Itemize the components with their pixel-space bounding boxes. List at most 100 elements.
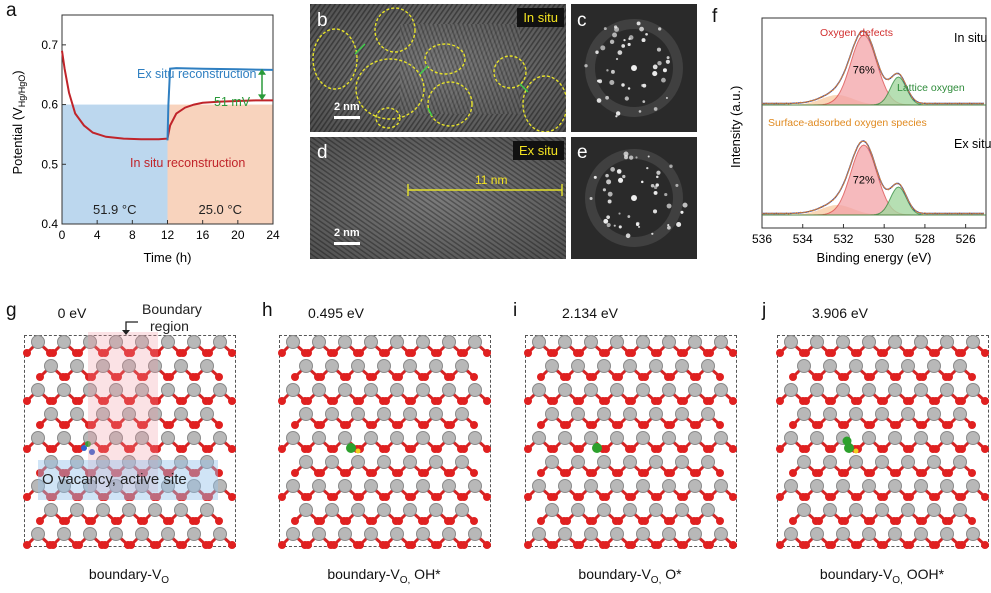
panel-label-b: b [317,10,328,31]
oxygen-atom [537,469,545,477]
x-tick-label: 24 [266,228,280,242]
metal-atom [532,431,546,445]
oxygen-atom [815,469,823,477]
oxygen-atom [127,349,135,357]
oxygen-atom [179,349,187,357]
structure-lattice [776,335,989,549]
ex-situ-annotation: Ex situ reconstruction [137,67,257,81]
oxygen-atom [356,541,364,549]
oxygen-atom [447,469,455,477]
metal-atom [468,431,482,445]
metal-atom [810,431,824,445]
lattice-oxygen-peak [762,186,986,216]
oxygen-atom [49,541,57,549]
fft-spot [624,96,629,101]
metal-atom [109,383,123,397]
oxygen-atom [563,373,571,381]
oxygen-atom [215,517,223,525]
oxygen-atom [153,445,161,453]
x-tick-label: 0 [59,228,66,242]
x-tick-label: 16 [196,228,210,242]
metal-atom [532,335,546,349]
oxygen-atom [867,373,875,381]
metal-atom [338,431,352,445]
oxygen-atom [680,349,688,357]
oxygen-atom [460,349,468,357]
metal-atom [416,335,430,349]
oxygen-atom [776,445,784,453]
oxygen-atom [789,517,797,525]
oxygen-atom [395,373,403,381]
oxygen-atom [537,517,545,525]
oxygen-atom [153,541,161,549]
metal-atom [109,479,123,493]
oxygen-atom [589,421,597,429]
metal-atom [44,359,58,373]
oxygen-atom [75,541,83,549]
oxygen-atom [716,517,724,525]
metal-atom [44,455,58,469]
metal-atom [797,455,811,469]
metal-atom [187,335,201,349]
oxygen-atom [628,397,636,405]
metal-atom [213,527,227,541]
metal-atom [83,479,97,493]
metal-atom [403,407,417,421]
oxygen-atom [434,397,442,405]
metal-atom [927,407,941,421]
metal-atom [416,383,430,397]
oxygen-atom [192,421,200,429]
oxygen-atom [291,469,299,477]
metal-atom [636,335,650,349]
fft-spot [638,110,642,113]
fft-spot [635,221,640,226]
oxygen-atom [828,349,836,357]
grain-outlines [312,7,566,132]
metal-atom [200,407,214,421]
metal-atom [200,455,214,469]
metal-atom [810,479,824,493]
oxygen-atom [49,493,57,501]
metal-atom [584,479,598,493]
vacancy-region-highlight [38,460,218,500]
metal-atom [823,407,837,421]
oxygen-atom [49,445,57,453]
metal-atom [364,383,378,397]
metal-atom [312,383,326,397]
oxygen-atom [667,421,675,429]
oxygen-atom [841,469,849,477]
oxygen-atom [789,421,797,429]
metal-atom [122,407,136,421]
oxygen-atom [215,421,223,429]
oxygen-atom [524,349,532,357]
fft-spot [623,38,626,42]
fft-spot [647,155,650,158]
oxygen-atom [906,349,914,357]
metal-atom [187,383,201,397]
metal-atom [675,359,689,373]
oxygen-atom [945,373,953,381]
in-situ-annotation: In situ reconstruction [130,156,245,170]
in-situ-tag: In situ [517,8,564,27]
metal-atom [96,407,110,421]
metal-atom [610,431,624,445]
fft-spot [656,170,661,175]
fft-spot [680,210,684,214]
metal-atom [442,527,456,541]
fft-spot [613,25,618,29]
oxygen-atom [729,541,737,549]
fft-center [631,65,637,71]
metal-atom [888,335,902,349]
metal-atom [714,335,728,349]
lattice-oxygen-peak [762,76,986,106]
oxygen-atom [23,397,31,405]
metal-atom [286,335,300,349]
fft-spot [607,199,612,204]
fft-spot [606,179,612,185]
metal-atom [901,455,915,469]
metal-atom [31,527,45,541]
metal-atom [31,335,45,349]
metal-atom [875,455,889,469]
metal-atom [623,503,637,517]
oxygen-atom [447,517,455,525]
